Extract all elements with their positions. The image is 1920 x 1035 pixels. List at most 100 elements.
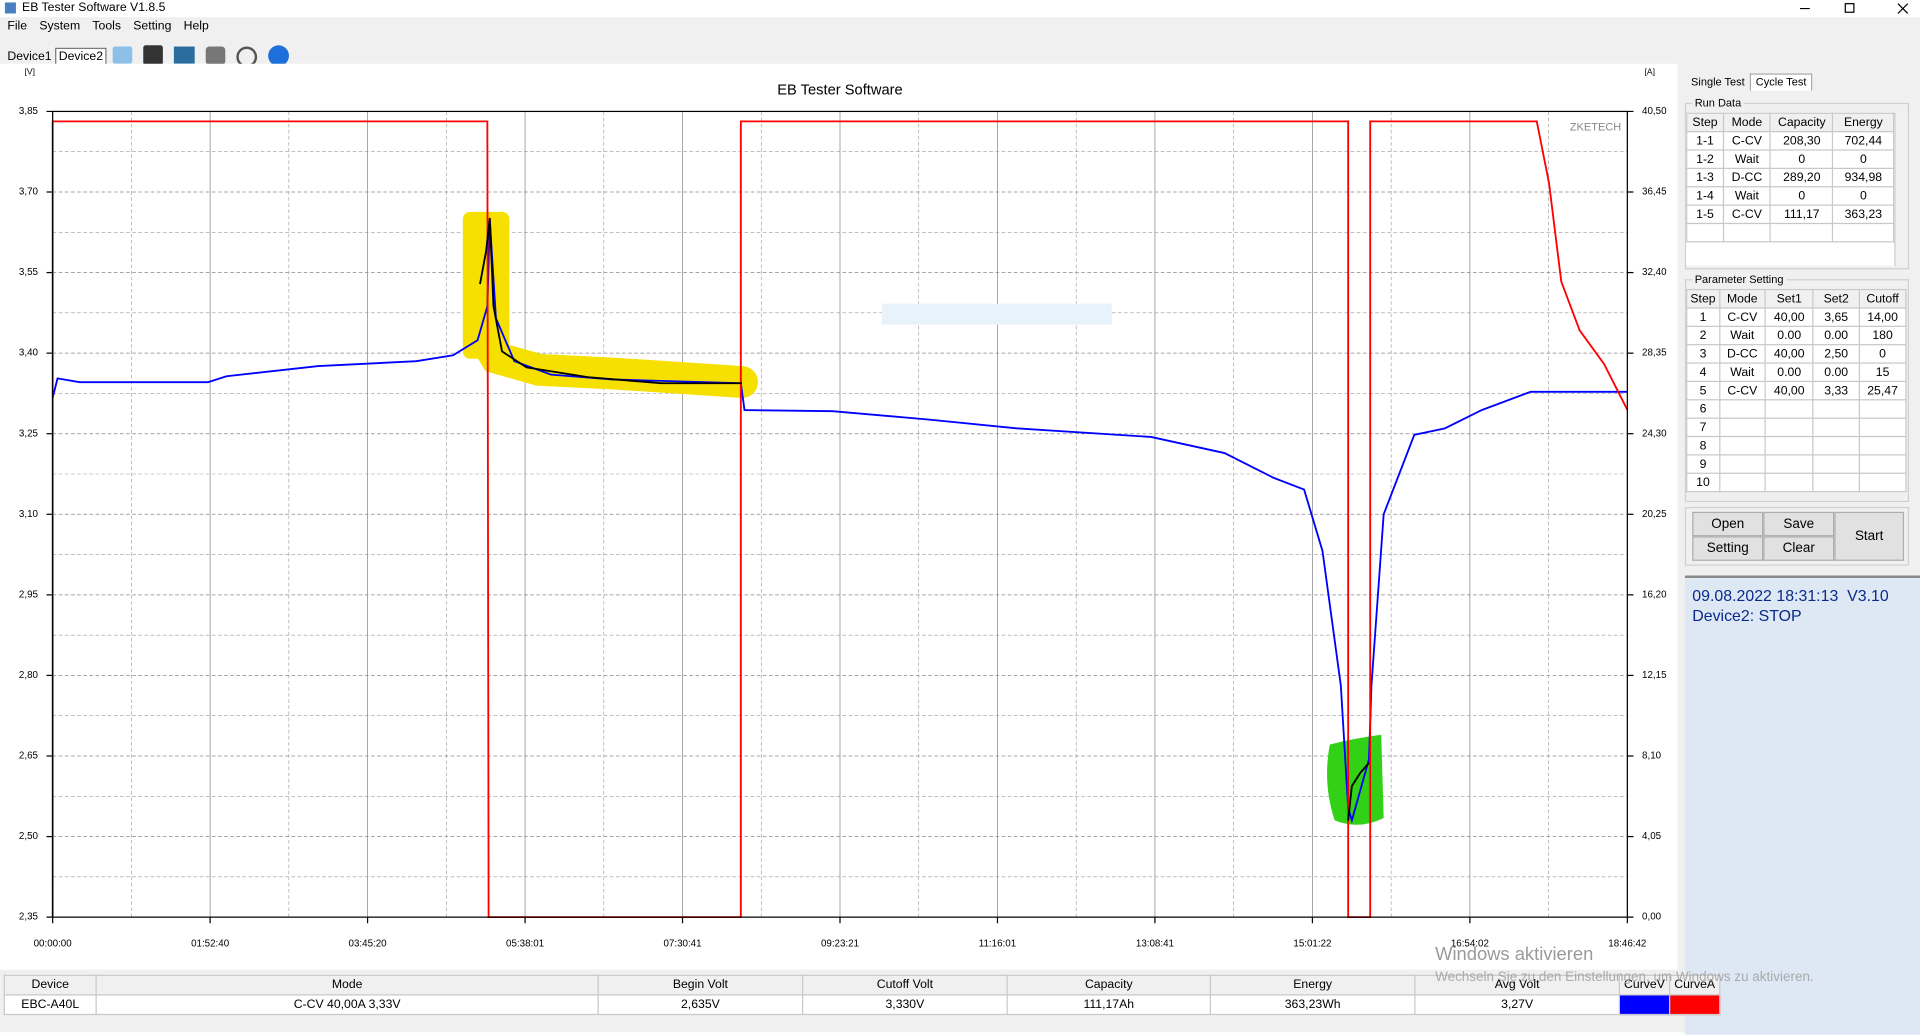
table-cell [1858, 399, 1907, 419]
menu-item[interactable]: Setting [133, 19, 172, 34]
open-icon[interactable] [112, 46, 133, 64]
table-row [1686, 222, 1895, 243]
table-cell: 40,00 [1764, 344, 1814, 364]
header-cell: Step [1686, 112, 1724, 133]
header-cell: Energy [1832, 112, 1895, 133]
save-icon[interactable] [143, 45, 163, 65]
menu-bar: File System Tools Setting Help [0, 19, 209, 37]
table-cell: D-CC [1718, 344, 1766, 364]
table-row: 1-3 D-CC 289,20 934,98 [1686, 167, 1895, 188]
header-cell: Begin Volt [597, 974, 804, 996]
table-cell: 5 [1686, 380, 1720, 401]
os-overlay-text: Wechseln Sie zu den Einstellungen, um Wi… [1435, 969, 1814, 985]
table-cell: 1-5 [1686, 204, 1724, 225]
y2-tick-label: 12,15 [1642, 670, 1667, 681]
table-cell: 7 [1686, 417, 1720, 438]
table-cell: 1-2 [1686, 149, 1724, 169]
table-cell: 208,30 [1769, 131, 1834, 151]
button-group: Open Save Setting Clear Start [1684, 506, 1909, 566]
header-cell: Cutoff Volt [802, 974, 1008, 996]
summary-table: Device Mode Begin Volt Cutoff Volt Capacity E… [3, 974, 1721, 1016]
window-title: EB Tester Software V1.8.5 [22, 1, 166, 15]
table-cell: 14,00 [1858, 307, 1907, 327]
start-button[interactable]: Start [1834, 511, 1905, 561]
table-cell: 0 [1769, 186, 1834, 206]
table-cell [1812, 417, 1860, 438]
info-icon[interactable] [268, 45, 289, 67]
device-tab[interactable]: Device1 [7, 50, 52, 64]
table-cell [1764, 454, 1814, 474]
menu-item[interactable]: Tools [92, 19, 122, 34]
x-tick-label: 00:00:00 [34, 939, 73, 950]
header-cell: Capacity [1769, 112, 1834, 133]
x-tick-label: 07:30:41 [663, 939, 701, 950]
menu-item[interactable]: System [39, 19, 81, 34]
table-cell: 111,17 [1769, 204, 1834, 225]
table-row: 1-1 C-CV 208,30 702,44 [1686, 131, 1895, 151]
table-cell: 180 [1858, 325, 1907, 346]
run-data-group: Run Data Step Mode Capacity Energy 1-1 C-CV 20… [1684, 96, 1909, 270]
table-cell: 111,17Ah [1006, 994, 1212, 1016]
y2-tick-label: 36,45 [1642, 187, 1667, 198]
y-tick-label: 2,95 [19, 589, 39, 600]
y2-unit: [A] [1644, 67, 1654, 77]
table-cell: 2,635V [597, 994, 804, 1016]
table-row: 10 [1686, 472, 1907, 493]
table-cell: 0.00 [1812, 362, 1860, 383]
table-cell: 3 [1686, 344, 1720, 364]
y-tick-label: 3,10 [19, 509, 39, 520]
table-row: 2 Wait 0.00 0.00 180 [1686, 325, 1907, 346]
table-row: 1-2 Wait 0 0 [1686, 149, 1895, 169]
y-tick-label: 2,80 [19, 670, 39, 681]
table-cell: 1-1 [1686, 131, 1724, 151]
table-cell: 289,20 [1769, 167, 1834, 188]
y-tick-label: 2,50 [19, 831, 39, 842]
tools-icon[interactable] [205, 46, 226, 65]
tab[interactable]: Single Test [1691, 75, 1745, 89]
y2-tick-label: 0,00 [1642, 912, 1662, 923]
menu-item[interactable]: Help [183, 19, 209, 34]
table-row: EBC-A40L C-CV 40,00A 3,33V 2,635V 3,330V 111… [3, 994, 1721, 1016]
header-cell: Capacity [1006, 974, 1212, 996]
parameter-group: Parameter Setting Step Mode Set1 Set2 Cutoff… [1684, 273, 1909, 503]
table-cell [1718, 399, 1766, 419]
open-button[interactable]: Open [1692, 511, 1764, 537]
y2-tick-label: 16,20 [1642, 589, 1667, 600]
table-cell: 0.00 [1812, 325, 1860, 346]
table-cell [1858, 454, 1907, 474]
save-button[interactable]: Save [1763, 511, 1835, 537]
menu-item[interactable]: File [7, 19, 28, 34]
header-cell: Step [1686, 288, 1720, 309]
x-tick-label: 13:08:41 [1136, 939, 1174, 950]
table-row: 9 [1686, 454, 1907, 474]
setting-button[interactable]: Setting [1692, 536, 1764, 561]
x-tick-label: 11:16:01 [979, 939, 1016, 950]
table-cell: 934,98 [1832, 167, 1895, 188]
table-cell [1832, 222, 1895, 243]
table-cell: 2,50 [1812, 344, 1860, 364]
header-row: Step Mode Set1 Set2 Cutoff [1686, 288, 1907, 309]
header-cell: Mode [1722, 112, 1772, 133]
chart-icon[interactable] [173, 46, 195, 64]
table-cell: 8 [1686, 435, 1720, 456]
x-tick-label: 03:45:20 [349, 939, 388, 950]
x-tick-label: 16:54:02 [1451, 939, 1489, 950]
table-cell: 0.00 [1764, 325, 1814, 346]
app-icon [4, 2, 16, 14]
tab[interactable]: Cycle Test [1749, 73, 1813, 91]
table-cell [1764, 399, 1814, 419]
device-tab[interactable]: Device2 [55, 47, 107, 67]
table-cell: Wait [1718, 325, 1766, 346]
x-tick-label: 05:38:01 [506, 939, 544, 950]
plot-frame [52, 110, 1628, 918]
scrollbar[interactable] [1894, 112, 1908, 266]
clear-button[interactable]: Clear [1763, 536, 1835, 561]
table-cell [1812, 435, 1860, 456]
table-cell: C-CV [1722, 204, 1772, 225]
table-cell [1764, 435, 1814, 456]
window-controls[interactable] [1788, 0, 1920, 17]
table-cell: 40,00 [1764, 307, 1814, 327]
table-cell: 25,47 [1858, 380, 1907, 401]
status-panel: 09.08.2022 18:31:13 V3.10 Device2: STOP [1684, 575, 1920, 1035]
